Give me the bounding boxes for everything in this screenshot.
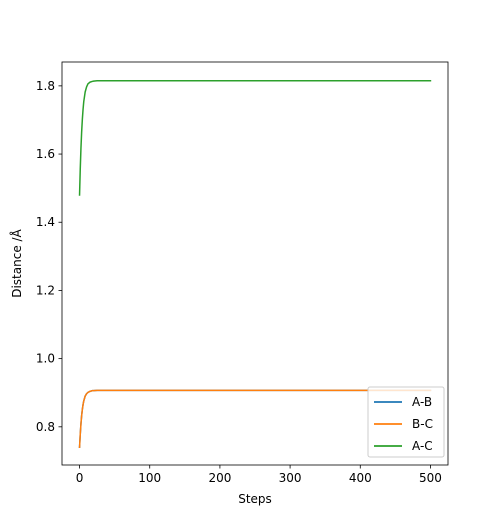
series-line-a-c [78, 80, 432, 196]
legend-label-a-c: A-C [412, 439, 433, 453]
x-axis-label: Steps [238, 492, 272, 506]
legend-box [367, 386, 445, 458]
legend: A-B B-C A-C [367, 386, 445, 458]
series-line-b-c [78, 389, 432, 449]
x-tick-label: 100 [138, 471, 161, 485]
x-tick-label: 400 [349, 471, 372, 485]
y-tick-label: 1.2 [36, 283, 55, 297]
x-tick-label: 200 [208, 471, 231, 485]
legend-label-a-b: A-B [412, 395, 432, 409]
y-tick-label: 1.8 [36, 79, 55, 93]
x-axis: 0 100 200 300 400 500 [76, 465, 442, 485]
x-tick-label: 0 [76, 471, 84, 485]
series-layer [78, 80, 432, 449]
y-axis: 0.8 1.0 1.2 1.4 1.6 1.8 [36, 79, 62, 434]
y-tick-label: 0.8 [36, 420, 55, 434]
y-axis-label: Distance /Å [9, 228, 24, 297]
y-tick-label: 1.0 [36, 352, 55, 366]
x-tick-label: 500 [419, 471, 442, 485]
x-tick-label: 300 [279, 471, 302, 485]
legend-label-b-c: B-C [412, 417, 433, 431]
y-tick-label: 1.6 [36, 147, 55, 161]
plot-frame [61, 61, 449, 466]
y-tick-label: 1.4 [36, 215, 55, 229]
